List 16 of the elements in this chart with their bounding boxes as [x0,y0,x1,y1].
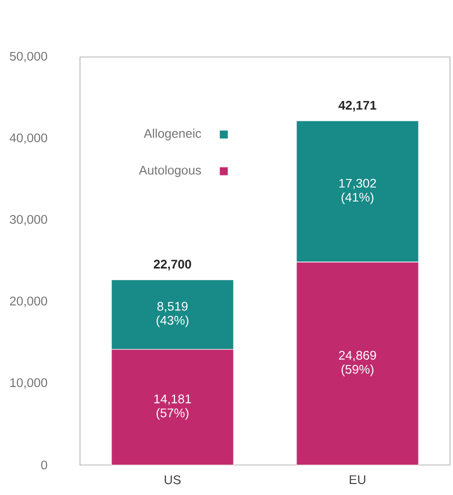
x-tick-label: EU [350,475,366,484]
legend-label: Allogeneic [144,128,202,140]
legend-label: Autologous [138,165,201,178]
total-label: 42,171 [338,100,376,112]
data-label: 17,302 (41%) [339,178,376,204]
data-label: 8,519 (43%) [156,302,188,328]
y-tick-label: 20,000 [10,296,48,307]
y-tick-label: 30,000 [10,215,48,226]
y-tick-label: 0 [41,460,48,470]
total-label: 22,700 [154,260,192,270]
y-tick-label: 10,000 [10,378,48,389]
data-label: 24,869 (59%) [339,350,376,376]
y-tick-label: 40,000 [10,133,48,144]
y-tick-label: 50,000 [10,52,48,62]
data-label: 14,181 (57%) [154,394,191,420]
x-tick-label: US [164,475,181,484]
